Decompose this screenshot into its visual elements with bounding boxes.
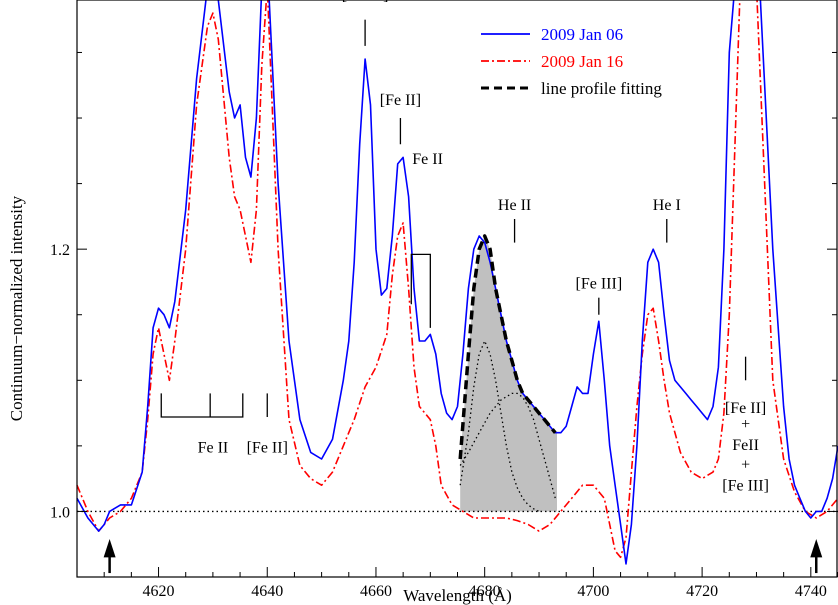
annotation-label: [Fe III] <box>722 477 769 494</box>
legend-label-jan16: 2009 Jan 16 <box>541 52 623 71</box>
x-tick-label: 4620 <box>143 583 175 600</box>
legend-label-jan06: 2009 Jan 06 <box>541 25 623 44</box>
legend: 2009 Jan 06 2009 Jan 16 line profile fit… <box>481 25 662 98</box>
x-axis-title: Wavelength (Å) <box>403 586 512 605</box>
y-axis-title: Continuum−normalized intensity <box>7 195 26 421</box>
y-tick-label: 1.2 <box>50 242 70 259</box>
series-layer <box>76 0 838 565</box>
series-line-2009-jan-06 <box>76 0 838 565</box>
fit-component-1 <box>459 339 540 512</box>
annotation-label: [Fe III] <box>342 0 389 4</box>
fit-component-2 <box>459 392 556 499</box>
x-tick-label: 4700 <box>577 583 609 600</box>
annotation-label: [Fe II] <box>380 92 421 109</box>
shaded-fit-region <box>459 236 557 512</box>
annotation-label: [Fe II] <box>725 400 766 417</box>
annotation-label: + <box>741 456 750 473</box>
line-identification-labels: [Fe III] [Fe II] Fe II He II He I [Fe III] Fe … <box>103 0 823 574</box>
fe-ii-comb <box>160 393 244 418</box>
annotation-label: [Fe III] <box>576 276 623 293</box>
series-line-2009-jan-16 <box>76 0 838 559</box>
annotation-label: FeII <box>732 437 759 454</box>
fe-ii-bracket <box>410 253 431 328</box>
legend-label-fit: line profile fitting <box>541 79 662 98</box>
marker-arrow-head <box>103 538 116 558</box>
x-tick-label: 4660 <box>360 583 392 600</box>
annotation-label: Fe II <box>198 439 229 456</box>
x-tick-label: 4740 <box>795 583 827 600</box>
axes: 4620 4640 4660 4680 4700 4720 4740 1.0 1.2 <box>50 0 838 600</box>
annotation-label: [Fe II] <box>247 439 288 456</box>
annotation-label: + <box>741 416 750 433</box>
marker-arrow-head <box>810 538 823 558</box>
annotation-label: He II <box>498 197 531 214</box>
series-line-line-profile-fitting <box>458 234 557 460</box>
shaded-area <box>460 236 557 512</box>
x-tick-label: 4640 <box>251 583 283 600</box>
y-tick-label: 1.0 <box>50 504 70 521</box>
x-tick-label: 4680 <box>469 583 501 600</box>
annotation-label: Fe II <box>412 151 443 168</box>
x-tick-label: 4720 <box>686 583 718 600</box>
annotation-label: He I <box>653 197 681 214</box>
